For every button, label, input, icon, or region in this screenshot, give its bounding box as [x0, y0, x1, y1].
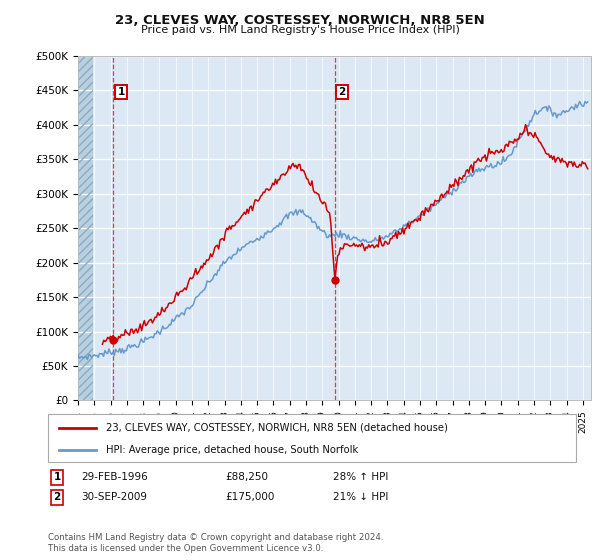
Text: 29-FEB-1996: 29-FEB-1996 — [81, 472, 148, 482]
Text: 2: 2 — [338, 87, 346, 97]
Text: 28% ↑ HPI: 28% ↑ HPI — [333, 472, 388, 482]
Text: 1: 1 — [118, 87, 125, 97]
FancyBboxPatch shape — [48, 414, 576, 462]
Text: 2: 2 — [53, 492, 61, 502]
Text: Price paid vs. HM Land Registry's House Price Index (HPI): Price paid vs. HM Land Registry's House … — [140, 25, 460, 35]
Text: 1: 1 — [53, 472, 61, 482]
Text: £88,250: £88,250 — [225, 472, 268, 482]
Text: Contains HM Land Registry data © Crown copyright and database right 2024.
This d: Contains HM Land Registry data © Crown c… — [48, 533, 383, 553]
Text: 30-SEP-2009: 30-SEP-2009 — [81, 492, 147, 502]
Text: 21% ↓ HPI: 21% ↓ HPI — [333, 492, 388, 502]
Bar — [78, 56, 93, 400]
Text: 23, CLEVES WAY, COSTESSEY, NORWICH, NR8 5EN (detached house): 23, CLEVES WAY, COSTESSEY, NORWICH, NR8 … — [106, 423, 448, 433]
Bar — [78, 56, 93, 400]
Text: HPI: Average price, detached house, South Norfolk: HPI: Average price, detached house, Sout… — [106, 445, 358, 455]
Text: £175,000: £175,000 — [225, 492, 274, 502]
Text: 23, CLEVES WAY, COSTESSEY, NORWICH, NR8 5EN: 23, CLEVES WAY, COSTESSEY, NORWICH, NR8 … — [115, 14, 485, 27]
